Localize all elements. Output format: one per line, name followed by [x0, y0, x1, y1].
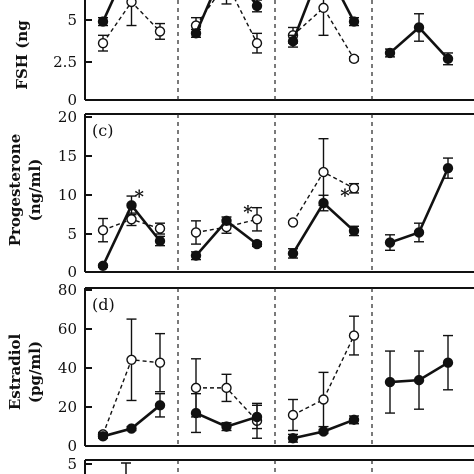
y-tick-label: 2.5 — [53, 53, 77, 71]
data-point-filled — [251, 0, 263, 12]
data-point-open — [318, 394, 329, 405]
y-tick-label: 5 — [67, 455, 77, 473]
data-point-open — [126, 214, 137, 225]
group-1: * — [97, 186, 166, 271]
group-1 — [97, 318, 166, 442]
data-point-open — [348, 330, 360, 341]
significance-star: * — [243, 202, 253, 223]
group-4 — [384, 334, 454, 414]
y-tick-label: 40 — [58, 359, 77, 377]
data-point-filled — [126, 423, 137, 434]
group-3 — [287, 0, 360, 65]
panel-2: 0 5 10 15 20 Progesterone (ng/ml) (c) * * * — [6, 108, 474, 281]
group-4 — [384, 157, 454, 252]
data-point-filled — [318, 197, 329, 209]
group-4 — [384, 13, 454, 66]
data-point-open — [287, 217, 299, 228]
data-point-filled — [442, 162, 454, 174]
data-point-filled — [154, 235, 166, 247]
group-2 — [190, 358, 263, 439]
data-point-filled — [287, 433, 299, 444]
data-point-filled — [384, 237, 396, 248]
data-point-filled — [97, 431, 109, 442]
y-tick-label: 5 — [67, 11, 77, 29]
data-point-filled — [384, 376, 396, 388]
data-point-filled — [190, 28, 202, 39]
data-point-filled — [287, 248, 299, 259]
data-point-filled — [154, 400, 166, 411]
y-tick-label: 60 — [58, 320, 77, 338]
data-point-filled — [221, 215, 232, 227]
y-tick-label: 10 — [58, 186, 77, 204]
data-point-filled — [251, 411, 263, 423]
y-tick-label: 5 — [67, 225, 77, 243]
data-point-open — [190, 227, 202, 238]
series-line-filled — [194, 0, 259, 34]
y-axis-label: Estradiol — [6, 334, 24, 411]
data-point-open — [154, 223, 166, 234]
data-point-filled — [97, 260, 109, 271]
y-axis-unit-label: (ng/ml) — [26, 159, 44, 222]
series-line-open — [195, 0, 258, 44]
series-line-filled — [101, 0, 115, 23]
group-1 — [97, 0, 166, 52]
data-point-open — [154, 26, 166, 37]
data-point-open — [190, 382, 202, 394]
y-tick-label: 20 — [58, 108, 77, 126]
group-2: * — [190, 202, 263, 261]
data-point-filled — [348, 225, 360, 237]
data-point-filled — [413, 22, 425, 33]
data-point-filled — [97, 16, 109, 27]
data-point-open — [154, 357, 166, 368]
data-point-open — [348, 53, 360, 65]
panel-4: 5 — [67, 455, 474, 474]
data-point-open — [348, 183, 360, 194]
data-point-filled — [413, 374, 425, 386]
significance-star: * — [135, 186, 145, 207]
data-point-filled — [413, 227, 425, 238]
y-axis-label: Progesterone — [6, 134, 24, 247]
data-point-filled — [251, 238, 263, 250]
data-point-open — [318, 2, 329, 14]
y-tick-label: 15 — [58, 147, 77, 165]
data-point-filled — [190, 407, 202, 419]
data-point-open — [251, 37, 263, 49]
data-point-filled — [126, 200, 137, 211]
data-point-open — [97, 37, 109, 49]
series-line-filled — [291, 0, 356, 42]
panel-3: 0 20 40 60 80 Estradiol (pg/ml) (d) — [6, 281, 474, 455]
significance-star: * — [340, 186, 350, 207]
data-point-open — [126, 354, 137, 365]
y-tick-label: 0 — [67, 437, 77, 455]
y-tick-label: 0 — [67, 263, 77, 281]
panel-letter: (d) — [92, 295, 115, 314]
data-point-filled — [348, 414, 360, 426]
group-2 — [190, 0, 263, 54]
data-point-filled — [287, 36, 299, 47]
y-tick-label: 0 — [67, 91, 77, 109]
data-point-filled — [384, 47, 396, 59]
data-point-open — [318, 166, 329, 178]
data-point-open — [126, 0, 137, 8]
data-point-filled — [190, 250, 202, 261]
data-point-filled — [442, 53, 454, 65]
panel-letter: (c) — [92, 121, 113, 140]
data-point-open — [287, 409, 299, 421]
data-point-open — [221, 382, 232, 394]
y-axis-unit-label: (pg/ml) — [26, 341, 44, 403]
series-line-open — [292, 6, 355, 60]
y-axis-label: FSH (ng — [13, 20, 31, 90]
group-3: * — [287, 137, 360, 259]
data-point-open — [251, 214, 263, 225]
data-point-filled — [221, 421, 232, 432]
data-point-open — [97, 224, 109, 236]
group-3 — [287, 315, 360, 444]
y-tick-label: 20 — [58, 398, 77, 416]
data-point-filled — [318, 426, 329, 437]
data-point-filled — [442, 357, 454, 368]
data-point-filled — [348, 16, 360, 27]
panel-1: 0 2.5 5 FSH (ng — [13, 0, 474, 109]
y-tick-label: 80 — [58, 281, 77, 299]
